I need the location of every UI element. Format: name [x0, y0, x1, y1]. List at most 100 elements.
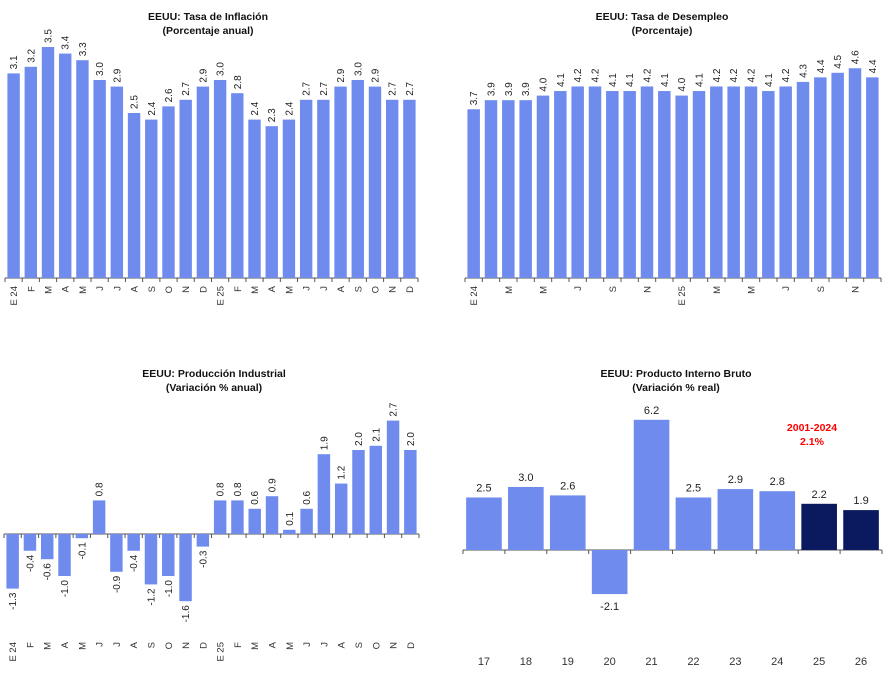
inflation-data-label: 2.8 [233, 75, 244, 89]
gdp-data-label: -2.1 [600, 601, 619, 613]
unemployment-category-label: J [573, 286, 584, 291]
industrial-category-label: F [233, 642, 244, 648]
inflation-category-label: A [336, 285, 347, 292]
inflation-category-label: J [112, 286, 123, 291]
inflation-bar [265, 126, 278, 278]
unemployment-category-label: S [816, 286, 827, 292]
unemployment-bar [571, 86, 584, 278]
industrial-data-label: 1.9 [319, 436, 330, 450]
unemployment-data-label: 4.0 [539, 77, 550, 91]
industrial-data-label: 1.2 [337, 465, 348, 479]
inflation-category-label: J [302, 286, 313, 291]
gdp-category-label: 18 [520, 656, 532, 668]
industrial-bar [404, 450, 417, 534]
industrial-data-label: -1.3 [8, 592, 19, 610]
gdp-subtitle: (Variación % real) [632, 382, 720, 394]
inflation-category-label: M [250, 286, 261, 294]
gdp-bar [759, 491, 796, 550]
unemployment-bar [519, 100, 532, 278]
unemployment-bar [848, 68, 862, 279]
unemployment-data-label: 3.7 [469, 91, 480, 105]
industrial-category-label: J [95, 642, 106, 647]
gdp-category-label: 20 [604, 656, 616, 668]
industrial-bar [265, 496, 279, 534]
inflation-chart: EEUU: Tasa de Inflación (Porcentaje anua… [4, 11, 419, 306]
inflation-bar [213, 80, 227, 278]
unemployment-bar [692, 91, 706, 278]
inflation-data-label: 2.3 [267, 108, 278, 122]
unemployment-bar [502, 100, 515, 278]
industrial-data-label: -0.3 [198, 550, 209, 568]
industrial-data-label: 0.1 [285, 511, 296, 525]
unemployment-data-label: 4.1 [625, 73, 636, 87]
unemployment-category-label: M [504, 286, 515, 294]
gdp-data-label: 3.0 [518, 472, 533, 484]
industrial-bar [127, 534, 140, 551]
unemployment-bar [744, 86, 758, 278]
gdp-data-label: 2.8 [770, 476, 785, 488]
unemployment-bar [467, 109, 480, 278]
gdp-bar [717, 489, 754, 550]
inflation-category-label: F [26, 286, 37, 292]
gdp-data-label: 2.2 [812, 489, 827, 501]
gdp-data-label: 2.5 [476, 483, 491, 495]
inflation-category-label: S [147, 286, 158, 292]
unemployment-category-label: E 25 [677, 286, 688, 306]
industrial-data-label: 0.8 [233, 482, 244, 496]
unemployment-category-label: J [781, 286, 792, 291]
unemployment-data-label: 4.2 [781, 68, 792, 82]
industrial-bar [213, 500, 227, 534]
industrial-category-label: O [164, 642, 175, 649]
inflation-data-label: 2.4 [147, 101, 158, 115]
inflation-data-label: 3.3 [78, 42, 89, 56]
inflation-data-label: 2.9 [336, 68, 347, 82]
inflation-category-label: A [130, 285, 141, 292]
industrial-data-label: -0.4 [129, 554, 140, 572]
unemployment-category-label: S [608, 286, 619, 292]
industrial-bar [231, 500, 244, 534]
gdp-category-label: 21 [645, 656, 657, 668]
inflation-bar [93, 80, 106, 278]
unemployment-title: EEUU: Tasa de Desempleo [596, 11, 729, 23]
industrial-category-label: E 25 [216, 642, 227, 662]
gdp-data-label: 2.5 [686, 483, 701, 495]
industrial-category-label: E 24 [8, 642, 19, 662]
inflation-bar [385, 99, 399, 278]
industrial-category-label: M [250, 642, 261, 650]
unemployment-bar [658, 91, 671, 278]
inflation-bar [59, 53, 72, 278]
inflation-data-label: 3.0 [95, 62, 106, 76]
industrial-title: EEUU: Producción Industrial [142, 368, 286, 380]
unemployment-data-label: 4.1 [608, 73, 619, 87]
gdp-bar [633, 419, 670, 550]
unemployment-data-label: 3.9 [521, 82, 532, 96]
unemployment-data-label: 4.2 [643, 68, 654, 82]
industrial-data-label: -1.0 [60, 580, 71, 598]
unemployment-category-label: M [747, 286, 758, 294]
unemployment-bar [796, 81, 810, 278]
unemployment-bar [623, 91, 636, 278]
gdp-category-label: 23 [729, 656, 741, 668]
industrial-data-label: -1.6 [181, 605, 192, 623]
industrial-bar [317, 454, 331, 534]
industrial-data-label: 2.0 [354, 432, 365, 446]
gdp-bar [591, 550, 628, 595]
unemployment-bar [675, 95, 688, 278]
unemployment-data-label: 4.6 [851, 50, 862, 64]
industrial-bar [369, 445, 382, 534]
industrial-production-chart: EEUU: Producción Industrial (Variación %… [3, 368, 420, 662]
unemployment-bar [536, 95, 550, 278]
inflation-category-label: N [181, 286, 192, 293]
unemployment-bar [727, 86, 740, 278]
inflation-data-label: 2.6 [164, 88, 175, 102]
industrial-data-label: 0.6 [250, 490, 261, 504]
inflation-data-label: 3.5 [44, 29, 55, 43]
industrial-data-label: -1.2 [146, 588, 157, 606]
gdp-category-label: 19 [562, 656, 574, 668]
industrial-bar [58, 534, 71, 576]
gdp-bar [508, 487, 544, 550]
gdp-bar [675, 497, 712, 550]
inflation-bar [368, 86, 382, 278]
unemployment-data-label: 4.1 [695, 73, 706, 87]
inflation-data-label: 3.0 [216, 62, 227, 76]
